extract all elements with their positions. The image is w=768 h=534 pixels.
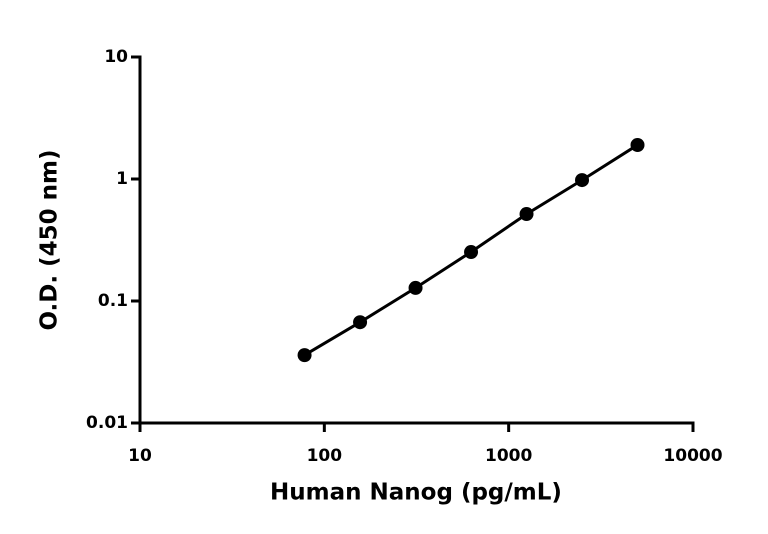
- x-axis-title: Human Nanog (pg/mL): [270, 480, 562, 506]
- data-point: [630, 137, 645, 152]
- x-tick-label: 10000: [663, 446, 722, 466]
- data-point: [297, 348, 312, 363]
- y-tick-label: 0.1: [98, 291, 128, 311]
- y-tick-label: 0.01: [86, 413, 128, 433]
- data-point: [408, 280, 423, 295]
- x-tick-label: 100: [307, 446, 343, 466]
- data-point: [464, 245, 479, 260]
- x-tick-label: 1000: [485, 446, 532, 466]
- y-axis-title: O.D. (450 nm): [37, 149, 63, 330]
- y-tick-label: 1: [116, 169, 128, 189]
- data-point: [353, 315, 368, 330]
- y-tick-label: 10: [104, 47, 128, 67]
- x-tick-label: 10: [128, 446, 152, 466]
- data-point: [519, 207, 534, 222]
- data-point: [575, 173, 590, 188]
